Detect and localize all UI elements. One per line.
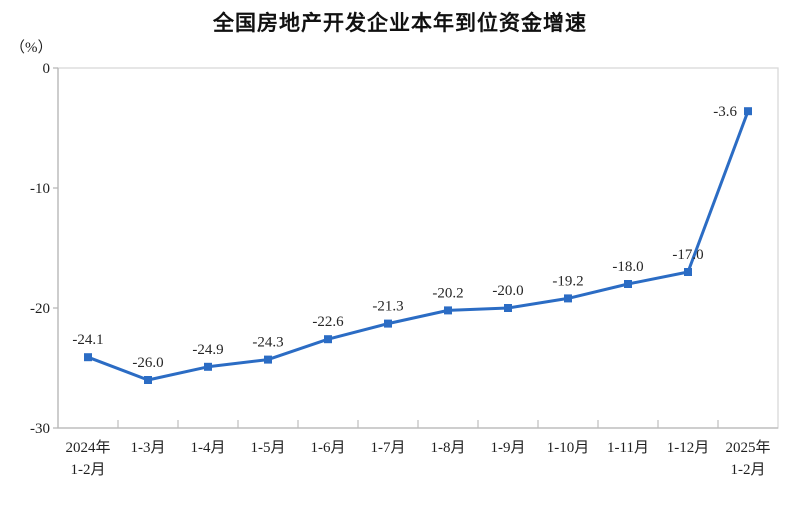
x-axis-tick-label: 1-5月 xyxy=(251,440,286,456)
x-axis-tick-label: 1-11月 xyxy=(607,440,649,456)
data-point-marker xyxy=(144,376,152,384)
data-point-marker xyxy=(324,335,332,344)
data-point-marker xyxy=(624,280,632,288)
x-axis-tick-label: 1-2月 xyxy=(731,462,766,478)
x-axis-tick-label: 1-9月 xyxy=(491,440,526,456)
data-point-marker xyxy=(444,306,452,315)
x-axis-tick-label: 1-6月 xyxy=(311,440,346,456)
data-line xyxy=(86,109,750,382)
x-axis-tick-label: 2025年 xyxy=(725,439,770,456)
x-axis-tick-label: 1-10月 xyxy=(547,440,590,456)
data-label: -24.3 xyxy=(252,335,283,351)
x-axis-tick-label: 1-7月 xyxy=(371,440,406,456)
chart-title: 全国房地产开发企业本年到位资金增速 xyxy=(213,12,587,35)
data-label: -26.0 xyxy=(132,355,163,371)
data-point-marker xyxy=(684,268,692,276)
x-axis-tick-label: 2024年 xyxy=(65,439,110,456)
x-axis-tick-label: 1-2月 xyxy=(71,462,106,478)
data-point-marker xyxy=(264,355,272,364)
y-axis-tick-label: 0 xyxy=(43,61,51,77)
x-axis-tick-label: 1-12月 xyxy=(667,440,710,456)
data-point-marker xyxy=(204,362,212,371)
data-label: -24.1 xyxy=(72,332,103,348)
y-axis-tick-label: -20 xyxy=(30,301,50,317)
x-axis-tick-label: 1-4月 xyxy=(191,440,226,456)
data-point-marker xyxy=(504,304,512,312)
data-label: -24.9 xyxy=(192,342,223,358)
data-label: -18.0 xyxy=(612,259,643,275)
data-label: -3.6 xyxy=(713,104,737,120)
data-point-marker xyxy=(744,107,752,116)
data-point-marker xyxy=(84,353,92,362)
data-label: -20.0 xyxy=(492,283,523,299)
data-point-marker xyxy=(564,294,572,303)
y-axis-tick-label: -30 xyxy=(30,421,50,437)
x-axis-tick-label: 1-3月 xyxy=(131,440,166,456)
data-label: -17.0 xyxy=(672,247,703,263)
data-label: -21.3 xyxy=(372,299,403,315)
plot-border xyxy=(57,67,779,429)
data-point-marker xyxy=(384,319,392,328)
data-label: -19.2 xyxy=(552,273,583,289)
y-axis-tick-label: -10 xyxy=(30,181,50,197)
x-axis-tick-label: 1-8月 xyxy=(431,440,466,456)
data-label: -20.2 xyxy=(432,285,463,301)
data-label: -22.6 xyxy=(312,314,344,330)
y-axis-unit-label: （%） xyxy=(10,40,53,56)
